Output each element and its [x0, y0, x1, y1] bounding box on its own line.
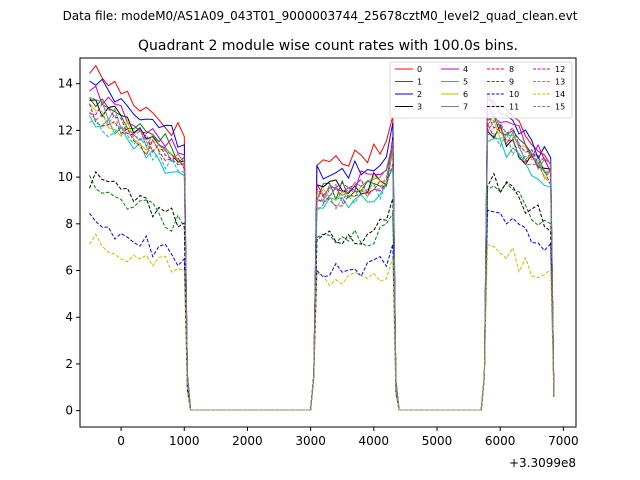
legend-label-6: 6 — [463, 90, 468, 99]
series-line-8 — [89, 103, 555, 411]
y-axis: 0 2 4 6 8 10 12 14 — [58, 77, 80, 418]
series-line-11 — [89, 170, 555, 411]
legend-label-14: 14 — [555, 90, 565, 99]
y-tick-label: 2 — [65, 357, 73, 371]
series-line-3 — [89, 99, 555, 411]
y-tick-label: 0 — [65, 404, 73, 418]
legend-label-12: 12 — [555, 65, 565, 74]
axes-frame — [79, 57, 577, 428]
legend-label-2: 2 — [417, 90, 422, 99]
legend-label-5: 5 — [463, 78, 468, 87]
series-line-10 — [89, 209, 555, 411]
y-tick-label: 12 — [58, 123, 73, 137]
plot-area: 0 1000 2000 3000 4000 5000 6000 7000 0246810121… — [58, 57, 579, 470]
x-axis: 0 1000 2000 3000 4000 5000 6000 7000 — [117, 427, 579, 448]
legend-label-0: 0 — [417, 65, 422, 74]
series-line-6 — [89, 103, 555, 411]
series-line-13 — [89, 118, 555, 411]
legend-label-7: 7 — [463, 103, 468, 112]
legend-label-4: 4 — [463, 65, 468, 74]
suptitle: Data file: modeM0/AS1A09_043T01_90000037… — [63, 9, 578, 23]
series-line-5 — [89, 115, 555, 411]
x-tick-label: 0 — [117, 434, 125, 448]
legend-label-15: 15 — [555, 103, 565, 112]
x-tick-label: 2000 — [232, 434, 263, 448]
series-line-12 — [89, 103, 555, 411]
series-line-14 — [89, 233, 555, 411]
legend-label-9: 9 — [509, 78, 514, 87]
y-tick-label: 6 — [65, 264, 73, 278]
legend-label-13: 13 — [555, 78, 565, 87]
legend-label-10: 10 — [509, 90, 519, 99]
x-offset-label: +3.3099e8 — [509, 456, 576, 470]
series-line-9 — [89, 175, 555, 411]
series-line-15 — [89, 111, 555, 411]
x-tick-label: 5000 — [422, 434, 453, 448]
y-tick-label: 4 — [65, 310, 73, 324]
y-tick-label: 10 — [58, 170, 73, 184]
series-line-7 — [89, 96, 555, 411]
x-tick-label: 6000 — [485, 434, 516, 448]
legend-label-3: 3 — [417, 103, 422, 112]
legend-box — [389, 61, 573, 119]
series-layer — [89, 64, 555, 411]
y-tick-label: 8 — [65, 217, 73, 231]
x-tick-label: 1000 — [169, 434, 200, 448]
chart-title: Quadrant 2 module wise count rates with … — [138, 38, 518, 54]
x-tick-label: 7000 — [548, 434, 579, 448]
legend-label-8: 8 — [509, 65, 514, 74]
x-tick-label: 4000 — [359, 434, 390, 448]
legend-label-1: 1 — [417, 78, 422, 87]
x-tick-label: 3000 — [295, 434, 326, 448]
y-tick-label: 14 — [58, 77, 73, 91]
legend-label-11: 11 — [509, 103, 519, 112]
